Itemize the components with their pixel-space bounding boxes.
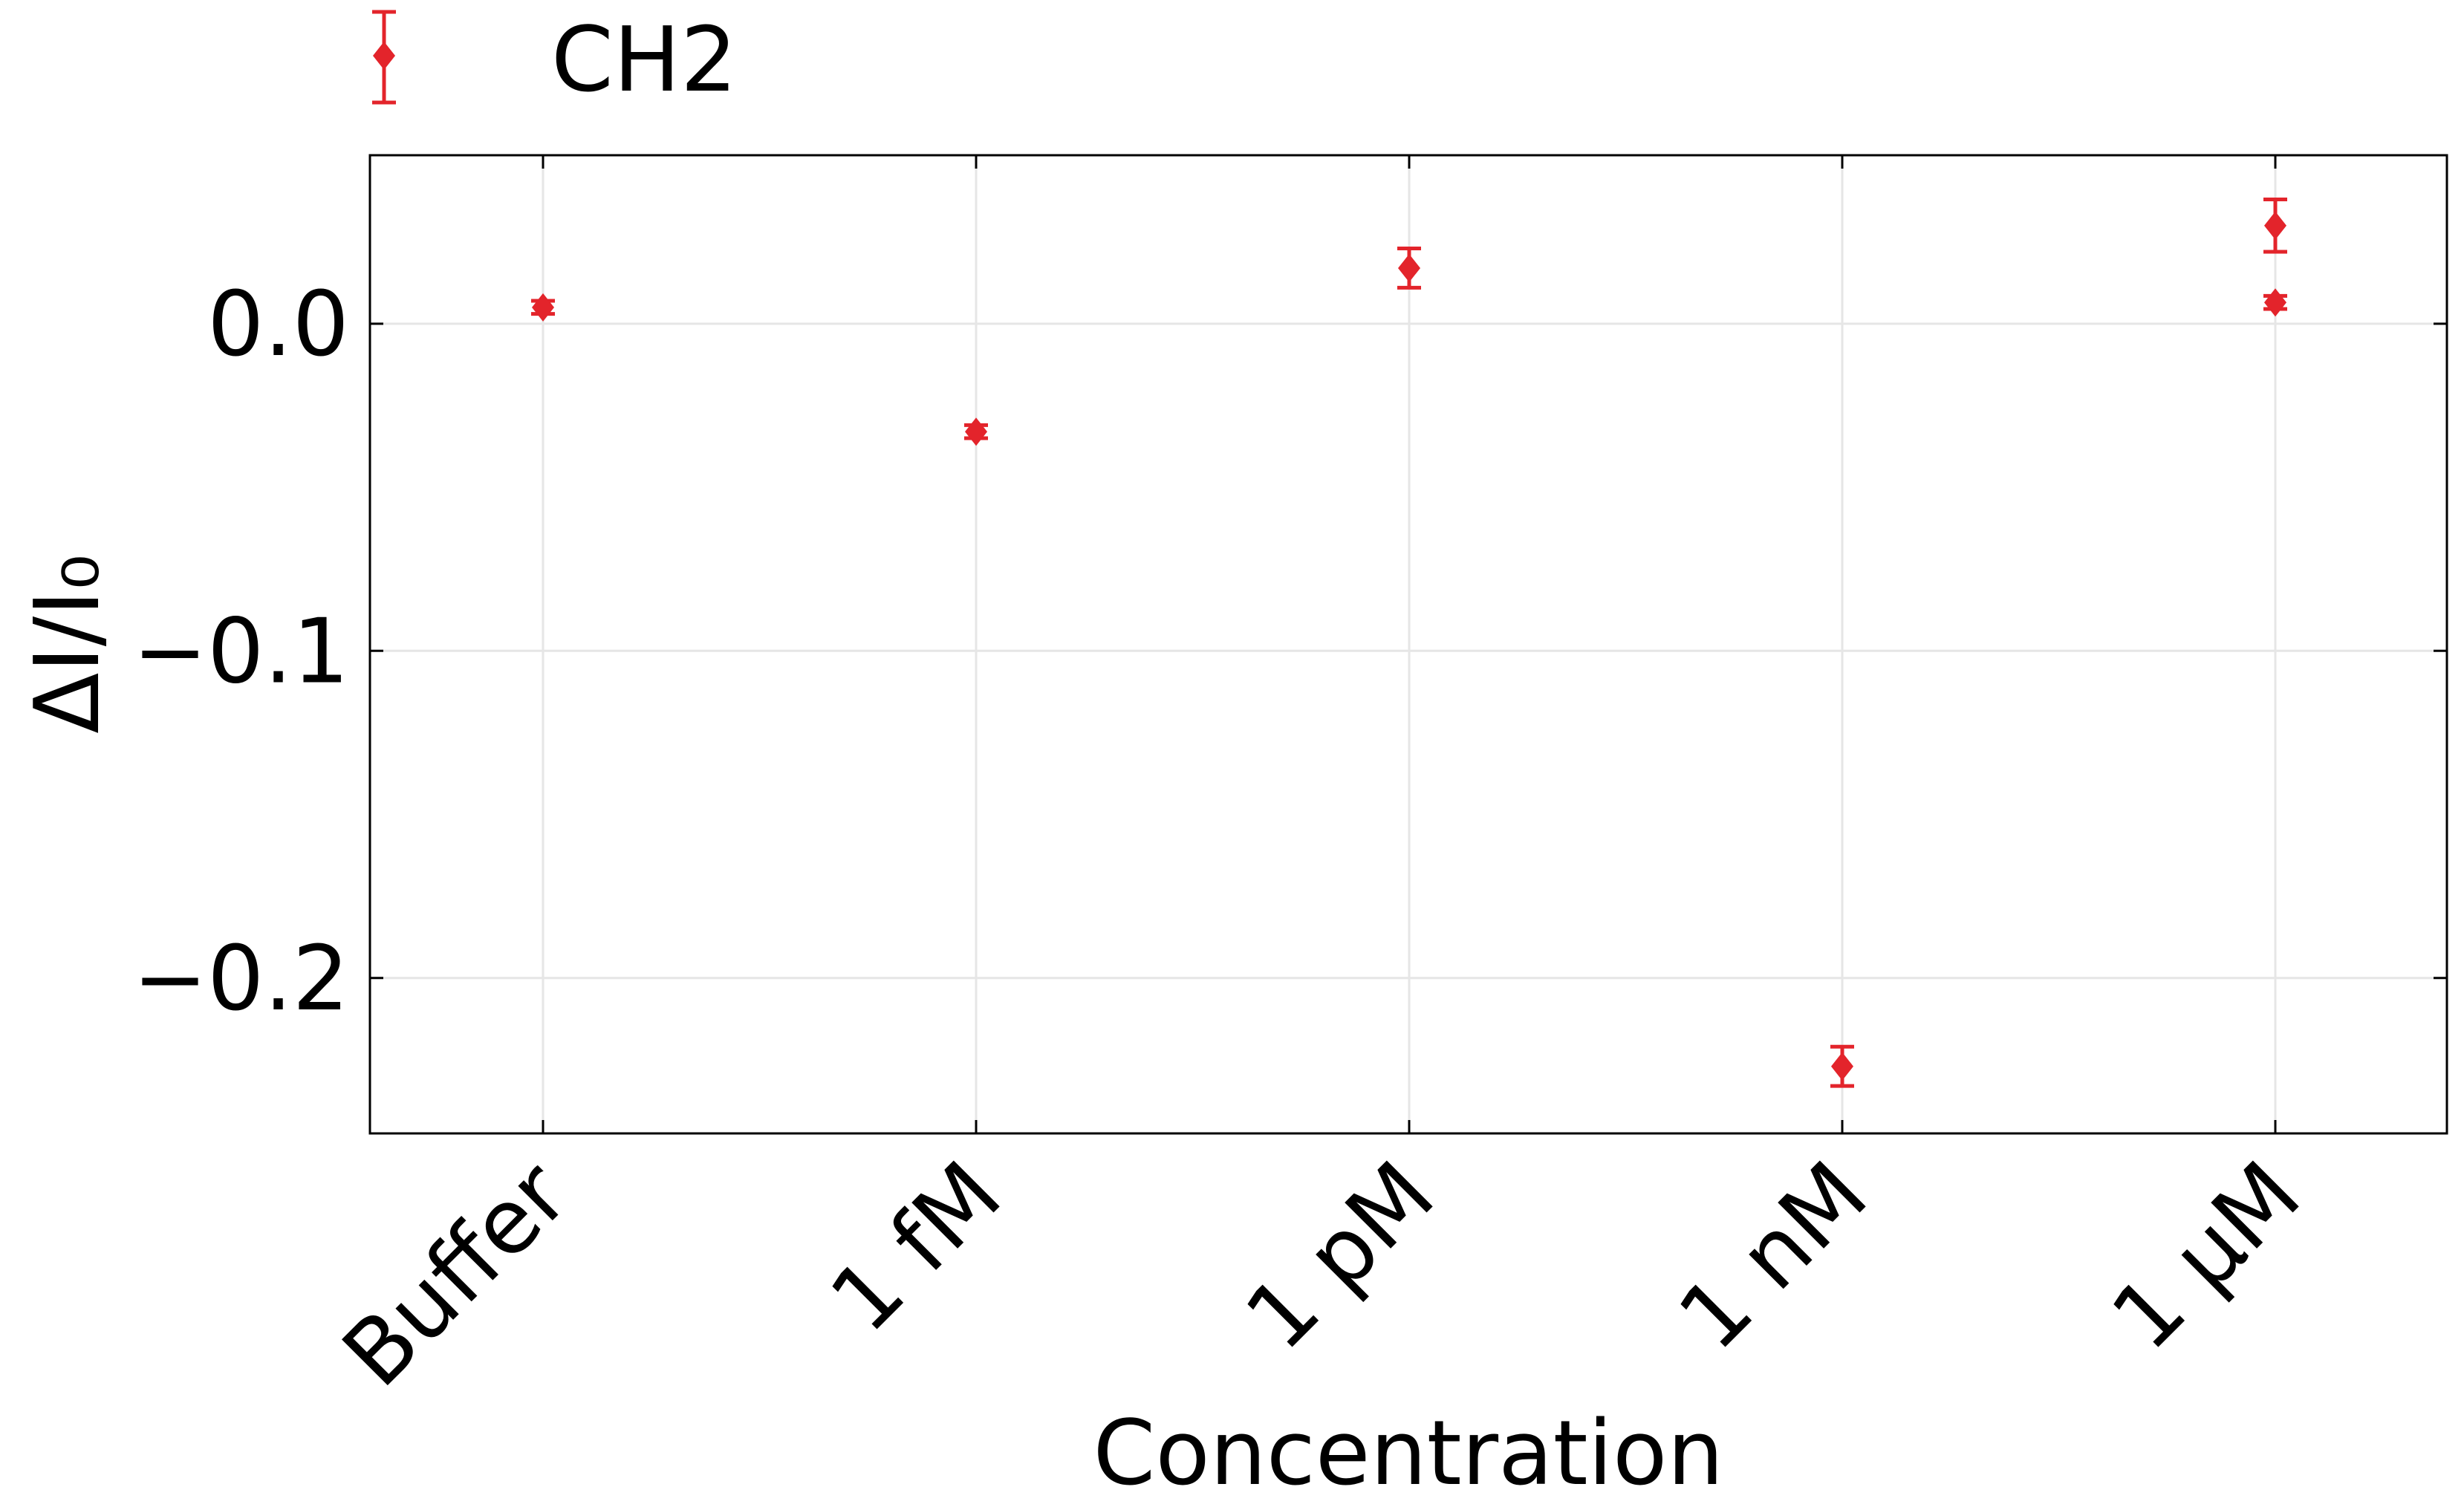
y-tick-label: 0.0: [207, 273, 349, 377]
x-tick-label: Buffer: [324, 1142, 588, 1407]
legend-marker-symbol: [372, 10, 396, 105]
x-axis-label: Concentration: [1093, 1402, 1724, 1506]
axis-ticks: [370, 155, 2447, 1133]
data-point: [531, 293, 555, 322]
x-tick-label: 1 pM: [1226, 1142, 1454, 1370]
grid-lines: [370, 155, 2447, 1133]
y-tick-labels: 0.0 −0.1 −0.2: [133, 273, 349, 1031]
x-tick-label: 1 μM: [2093, 1142, 2320, 1370]
legend-label-ch2: CH2: [551, 9, 737, 112]
data-point: [1830, 1044, 1854, 1088]
y-tick-label: −0.1: [133, 600, 349, 703]
data-points: [531, 197, 2287, 1088]
data-point: [1397, 247, 1421, 290]
x-tick-label: 1 nM: [1660, 1142, 1887, 1370]
data-point: [2263, 197, 2287, 254]
legend: CH2: [372, 9, 737, 112]
x-tick-label: 1 fM: [811, 1142, 1021, 1352]
x-tick-labels: Buffer 1 fM 1 pM 1 nM 1 μM: [324, 1142, 2321, 1407]
data-point: [964, 417, 988, 446]
y-tick-label: −0.2: [133, 928, 349, 1031]
data-point: [2263, 288, 2287, 317]
legend-marker-ch2: [372, 10, 396, 105]
y-axis-label: ΔI/I₀: [16, 554, 120, 733]
